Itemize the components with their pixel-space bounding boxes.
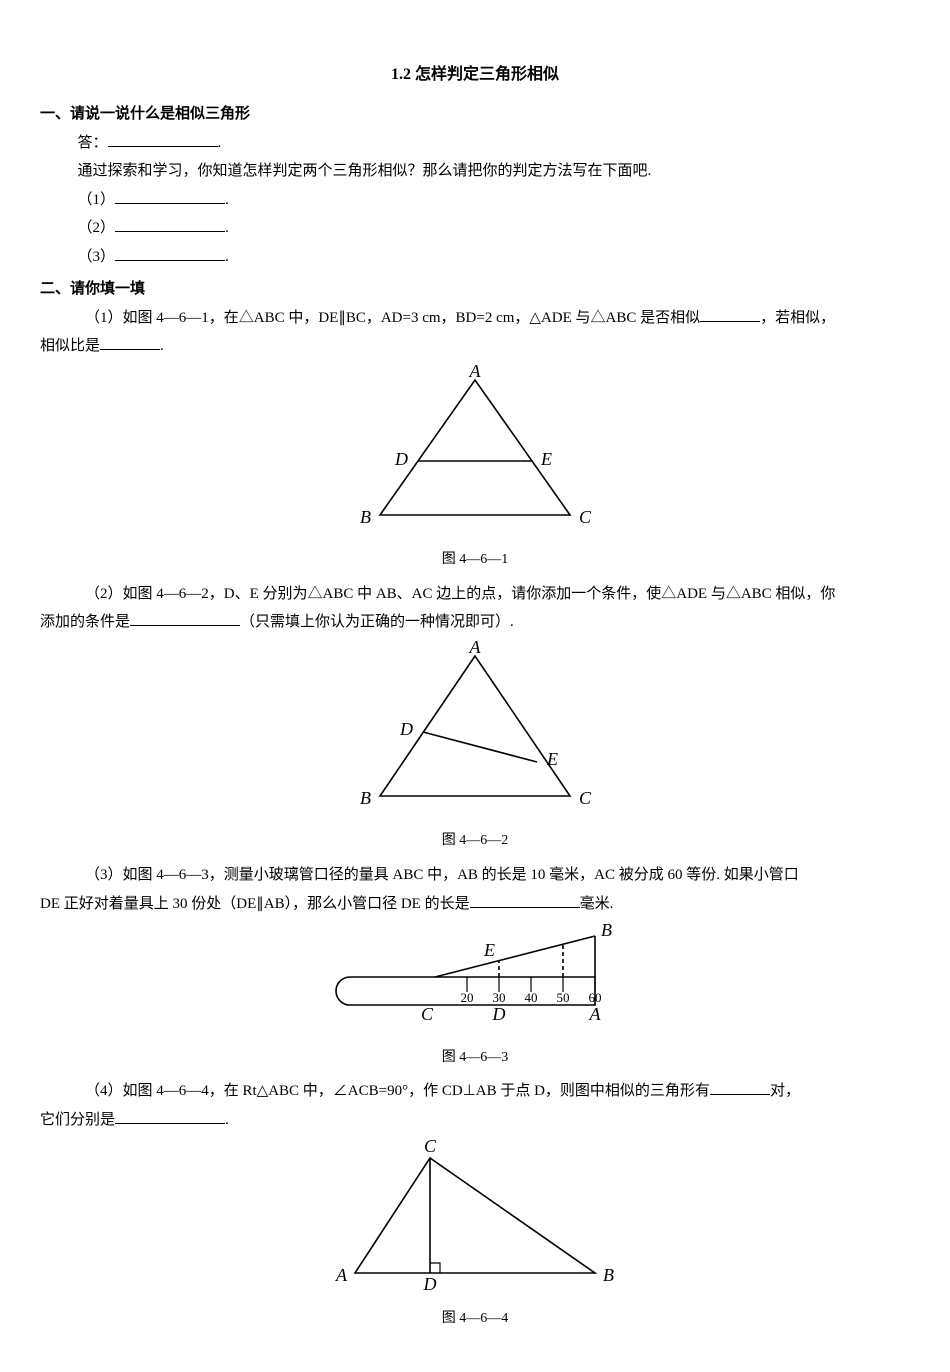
figure-4-6-2: A B C D E <box>40 641 910 827</box>
label-A: A <box>335 1265 348 1285</box>
label-D: D <box>492 1004 506 1024</box>
blank <box>700 306 760 322</box>
q3-line1: （3）如图 4—6—3，测量小玻璃管口径的量具 ABC 中，AB 的长是 10 … <box>40 861 910 890</box>
blank <box>100 334 160 350</box>
label-D: D <box>394 449 408 469</box>
figure-4-6-3: 20 30 40 50 60 C A B D E <box>40 922 910 1043</box>
label-B: B <box>360 788 371 808</box>
sec1-prompt: 通过探索和学习，你知道怎样判定两个三角形相似？那么请把你的判定方法写在下面吧. <box>40 157 910 186</box>
q2-tail: （只需填上你认为正确的一种情况即可）. <box>240 614 514 630</box>
blank <box>710 1079 770 1095</box>
q2-line1: （2）如图 4—6—2，D、E 分别为△ABC 中 AB、AC 边上的点，请你添… <box>40 580 910 609</box>
item-label: （3） <box>78 249 116 265</box>
label-C: C <box>579 788 592 808</box>
label-B: B <box>603 1265 614 1285</box>
blank <box>115 1108 225 1124</box>
label-D: D <box>399 719 413 739</box>
q1-mid: ，若相似， <box>760 310 835 326</box>
q4-pre: （4）如图 4—6—4，在 Rt△ABC 中，∠ACB=90°，作 CD⊥AB … <box>85 1083 710 1099</box>
label-B: B <box>601 922 612 940</box>
q2-line2: 添加的条件是 （只需填上你认为正确的一种情况即可）. <box>40 608 910 637</box>
blank <box>108 131 218 147</box>
q4-post1: 它们分别是 <box>40 1112 115 1128</box>
label-D: D <box>423 1274 437 1293</box>
blank <box>470 892 580 908</box>
item-label: （1） <box>78 192 116 208</box>
answer-line: 答：. <box>40 129 910 158</box>
tick-40: 40 <box>525 990 538 1005</box>
q1-line1: （1）如图 4—6—1，在△ABC 中，DE∥BC，AD=3 cm，BD=2 c… <box>40 304 910 333</box>
label-A: A <box>469 365 482 381</box>
label-B: B <box>360 507 371 527</box>
label-E: E <box>483 940 495 960</box>
q1-line2: 相似比是. <box>40 332 910 361</box>
blank <box>115 188 225 204</box>
label-A: A <box>589 1004 602 1024</box>
sec1-item-2: （2）. <box>40 214 910 243</box>
q4-mid: 对， <box>770 1083 800 1099</box>
tick-20: 20 <box>461 990 474 1005</box>
label-C: C <box>579 507 592 527</box>
label-C: C <box>424 1138 437 1156</box>
figure-4-6-4: A B C D <box>40 1138 910 1304</box>
q3-tail: 毫米. <box>580 896 614 912</box>
q4-line2: 它们分别是. <box>40 1106 910 1135</box>
page-title: 1.2 怎样判定三角形相似 <box>40 60 910 90</box>
sec1-item-3: （3）. <box>40 243 910 272</box>
label-E: E <box>546 749 558 769</box>
blank <box>115 245 225 261</box>
caption-4-6-4: 图 4—6—4 <box>40 1306 910 1333</box>
q4-line1: （4）如图 4—6—4，在 Rt△ABC 中，∠ACB=90°，作 CD⊥AB … <box>40 1077 910 1106</box>
tick-60: 60 <box>589 990 602 1005</box>
caption-4-6-3: 图 4—6—3 <box>40 1045 910 1072</box>
q2-post1: 添加的条件是 <box>40 614 130 630</box>
caption-4-6-1: 图 4—6—1 <box>40 547 910 574</box>
blank <box>115 216 225 232</box>
section-1-heading: 一、请说一说什么是相似三角形 <box>40 100 910 129</box>
label-C: C <box>421 1004 434 1024</box>
figure-4-6-1: A B C D E <box>40 365 910 546</box>
blank <box>130 610 240 626</box>
tick-50: 50 <box>557 990 570 1005</box>
section-2-heading: 二、请你填一填 <box>40 275 910 304</box>
sec1-item-1: （1）. <box>40 186 910 215</box>
caption-4-6-2: 图 4—6—2 <box>40 828 910 855</box>
item-label: （2） <box>78 220 116 236</box>
q3-post1: DE 正好对着量具上 30 份处（DE∥AB），那么小管口径 DE 的长是 <box>40 896 470 912</box>
tick-30: 30 <box>493 990 506 1005</box>
label-A: A <box>469 641 482 657</box>
q1-pre: （1）如图 4—6—1，在△ABC 中，DE∥BC，AD=3 cm，BD=2 c… <box>85 310 700 326</box>
label-E: E <box>540 449 552 469</box>
answer-label: 答： <box>78 135 108 151</box>
q3-line2: DE 正好对着量具上 30 份处（DE∥AB），那么小管口径 DE 的长是 毫米. <box>40 890 910 919</box>
q4-post2: . <box>225 1112 229 1128</box>
q1-post2: . <box>160 338 164 354</box>
q1-post1: 相似比是 <box>40 338 100 354</box>
